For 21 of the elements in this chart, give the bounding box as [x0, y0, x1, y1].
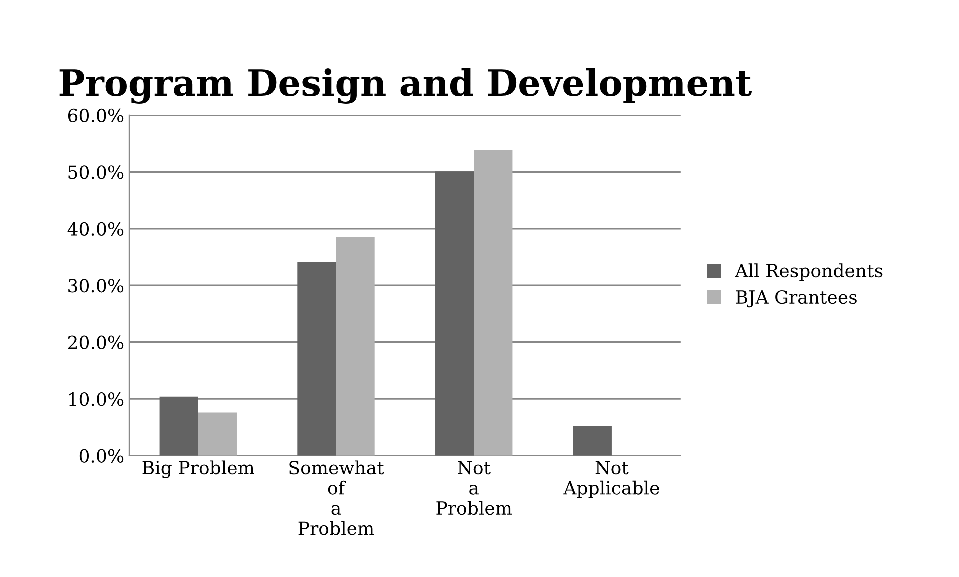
y-tick-label: 60.0%	[68, 108, 124, 123]
x-tick-label: Somewhat of a Problem	[290, 460, 384, 536]
bar	[298, 262, 336, 456]
y-tick-label: 40.0%	[68, 222, 124, 236]
bar	[436, 172, 474, 456]
y-tick-label: 30.0%	[68, 279, 124, 293]
bar	[474, 150, 513, 456]
x-tick-label: Big Problem	[142, 460, 254, 478]
legend-label: BJA Grantees	[736, 290, 857, 308]
chart-title: Program Design and Development	[60, 68, 752, 104]
bar	[160, 396, 198, 456]
legend-label: All Respondents	[735, 264, 883, 282]
y-tick-label: 10.0%	[69, 392, 124, 406]
x-tick-label: Not a Problem	[436, 461, 512, 516]
x-tick-label: Not Applicable	[564, 461, 660, 498]
y-tick-label: 0.0%	[80, 449, 124, 463]
bar	[336, 237, 375, 456]
bar	[573, 426, 612, 456]
y-tick-label: 20.0%	[68, 336, 124, 350]
bar	[198, 412, 237, 456]
y-tick-label: 50.0%	[68, 166, 124, 180]
